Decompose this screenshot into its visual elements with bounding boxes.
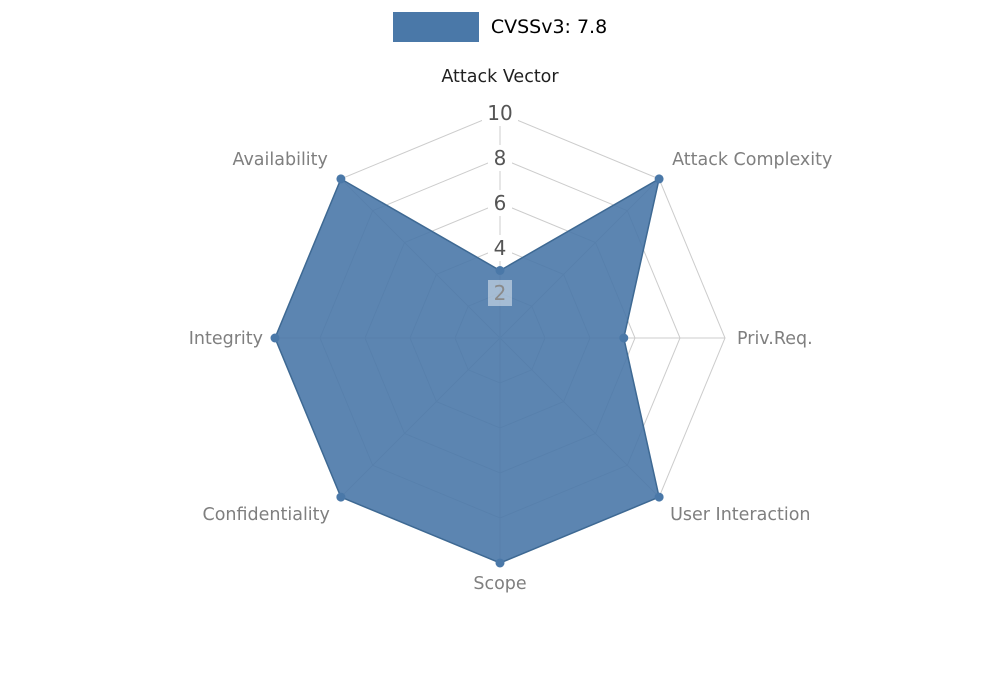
series-vertex-marker — [270, 333, 280, 343]
series-vertex-marker — [336, 174, 346, 184]
tick-label-box-6 — [488, 190, 512, 216]
legend-label: CVSSv3: 7.8 — [490, 16, 608, 38]
axis-label-scope: Scope — [473, 574, 526, 594]
series-vertex-marker — [336, 492, 346, 502]
axis-label-attack-vector: Attack Vector — [441, 67, 559, 87]
series-vertex-marker — [654, 174, 664, 184]
tick-label-box-4 — [488, 235, 512, 261]
tick-label-8: 8 — [494, 146, 507, 170]
series-vertex-marker — [495, 266, 505, 275]
axis-label-user-interaction: User Interaction — [670, 505, 810, 525]
tick-label-box-2 — [488, 280, 512, 306]
tick-label-4: 4 — [494, 236, 507, 260]
tick-label-box-8 — [488, 145, 512, 171]
axis-label-attack-complexity: Attack Complexity — [672, 150, 832, 170]
legend: CVSSv3: 7.8 — [0, 12, 1000, 42]
series-vertex-marker — [495, 558, 505, 568]
tick-label-box-10 — [482, 100, 518, 126]
legend-swatch — [392, 12, 479, 42]
axis-label-confidentiality: Confidentiality — [202, 505, 329, 525]
tick-label-2: 2 — [494, 281, 507, 305]
axis-label-integrity: Integrity — [189, 329, 263, 349]
axis-label-priv-req: Priv.Req. — [737, 329, 813, 349]
series-vertex-marker — [619, 333, 629, 343]
series-vertex-marker — [654, 492, 664, 502]
axis-label-availability: Availability — [233, 150, 328, 170]
series-polygon — [274, 177, 661, 564]
tick-label-6: 6 — [494, 191, 507, 215]
tick-label-10: 10 — [487, 101, 512, 125]
